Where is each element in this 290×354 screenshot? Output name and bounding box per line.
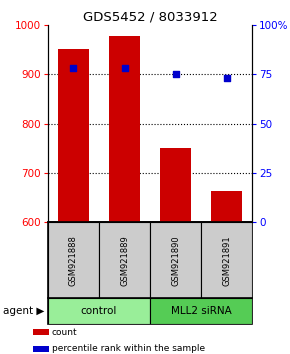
Point (122, 65, 127, 71)
Text: percentile rank within the sample: percentile rank within the sample (52, 344, 205, 353)
Text: GSM921890: GSM921890 (171, 235, 180, 286)
Text: GSM921888: GSM921888 (69, 235, 78, 286)
Bar (48, 222, 99, 298)
Bar (211, 191, 242, 222)
Text: agent ▶: agent ▶ (3, 306, 44, 316)
Bar (33, 346, 49, 352)
Bar (150, 222, 201, 298)
Point (71, 65, 76, 71)
Bar (99, 222, 150, 298)
Text: GSM921889: GSM921889 (120, 235, 129, 286)
Point (173, 71, 178, 77)
Title: GDS5452 / 8033912: GDS5452 / 8033912 (83, 11, 218, 24)
Point (224, 75, 229, 81)
Text: count: count (52, 328, 77, 337)
Bar (150, 298, 252, 324)
Text: MLL2 siRNA: MLL2 siRNA (171, 306, 231, 316)
Bar (109, 36, 140, 222)
Text: GSM921891: GSM921891 (222, 235, 231, 286)
Bar (58, 50, 89, 222)
Bar (33, 329, 49, 335)
Bar (48, 298, 150, 324)
Text: control: control (81, 306, 117, 316)
Bar (201, 222, 252, 298)
Bar (160, 148, 191, 222)
